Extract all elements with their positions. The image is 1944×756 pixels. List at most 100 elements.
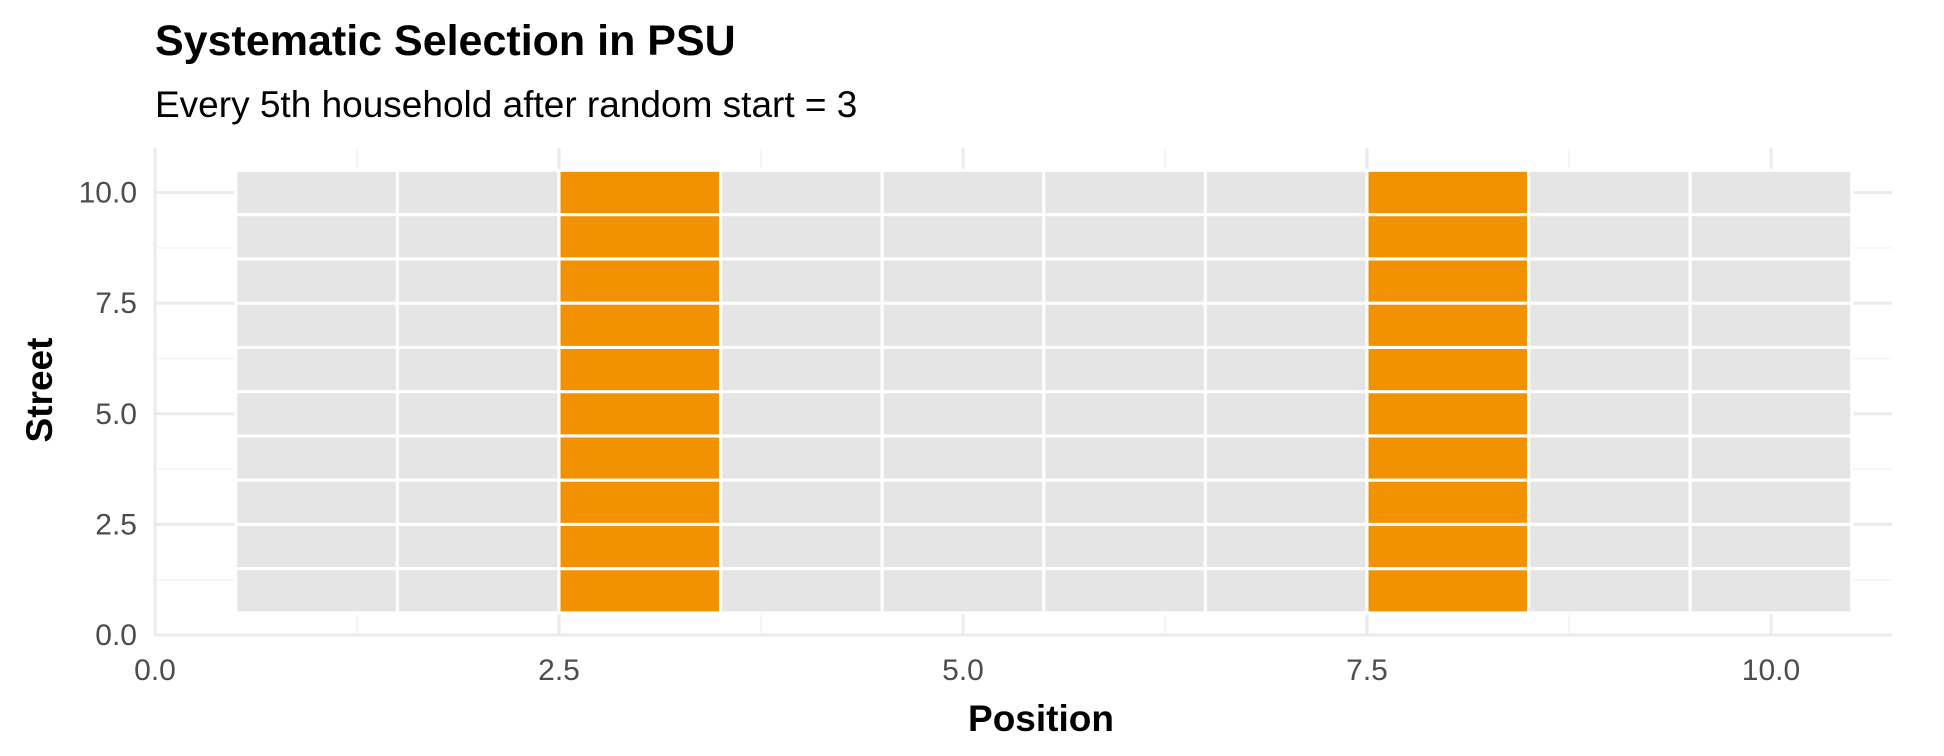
tile xyxy=(880,301,1046,349)
tile xyxy=(395,213,561,261)
chart-title: Systematic Selection in PSU xyxy=(155,17,736,65)
tile-selected xyxy=(1365,478,1531,526)
tile-selected xyxy=(557,213,723,261)
tile xyxy=(1527,213,1692,261)
tile xyxy=(719,567,884,615)
tile xyxy=(719,301,884,349)
tile xyxy=(880,434,1046,482)
tile xyxy=(1203,434,1369,482)
tile xyxy=(719,257,884,305)
tile-selected xyxy=(1365,301,1531,349)
tile xyxy=(234,434,399,482)
tile xyxy=(234,345,399,394)
tile xyxy=(234,478,399,526)
tile-selected xyxy=(1365,434,1531,482)
tile xyxy=(880,168,1046,217)
tile xyxy=(1042,168,1207,217)
tile xyxy=(234,168,399,217)
tile xyxy=(395,301,561,349)
tiles xyxy=(234,168,1854,615)
tile-selected xyxy=(1365,168,1531,217)
tile xyxy=(234,213,399,261)
tile xyxy=(1203,257,1369,305)
tile xyxy=(880,390,1046,438)
tile xyxy=(1042,478,1207,526)
tile xyxy=(719,434,884,482)
tile-selected xyxy=(557,522,723,571)
tile xyxy=(395,434,561,482)
tile-selected xyxy=(1365,567,1531,615)
tile-selected xyxy=(557,478,723,526)
tile xyxy=(880,257,1046,305)
tile-selected xyxy=(557,390,723,438)
tile xyxy=(880,522,1046,571)
tile xyxy=(395,567,561,615)
tile-selected xyxy=(1365,390,1531,438)
x-axis-ticks: 0.0 2.5 5.0 7.5 10.0 xyxy=(134,654,1800,687)
x-tick-label: 7.5 xyxy=(1346,654,1388,687)
tile-selected xyxy=(1365,522,1531,571)
tile-selected xyxy=(557,345,723,394)
tile xyxy=(1688,345,1854,394)
tile xyxy=(880,478,1046,526)
y-axis-ticks: 0.0 2.5 5.0 7.5 10.0 xyxy=(79,177,137,653)
y-axis-title: Street xyxy=(19,338,60,443)
tile xyxy=(719,345,884,394)
tile xyxy=(234,390,399,438)
tile xyxy=(1688,301,1854,349)
tile xyxy=(1042,390,1207,438)
tile xyxy=(1042,345,1207,394)
tile xyxy=(234,257,399,305)
x-tick-label: 2.5 xyxy=(538,654,580,687)
tile-selected xyxy=(557,567,723,615)
tile xyxy=(880,213,1046,261)
tile-selected xyxy=(557,257,723,305)
y-tick-label: 2.5 xyxy=(95,508,137,541)
tile xyxy=(1203,522,1369,571)
tile xyxy=(1203,390,1369,438)
x-tick-label: 5.0 xyxy=(942,654,984,687)
tile xyxy=(1203,345,1369,394)
tile xyxy=(395,168,561,217)
tile xyxy=(1527,567,1692,615)
tile xyxy=(1688,434,1854,482)
tile-selected xyxy=(557,434,723,482)
tile xyxy=(1527,390,1692,438)
tile xyxy=(395,390,561,438)
tile xyxy=(234,567,399,615)
y-tick-label: 10.0 xyxy=(79,177,137,210)
tile xyxy=(1042,213,1207,261)
tile-selected xyxy=(1365,213,1531,261)
tile-selected xyxy=(557,168,723,217)
tile xyxy=(1203,478,1369,526)
tile xyxy=(395,522,561,571)
tile xyxy=(1042,567,1207,615)
x-axis-title: Position xyxy=(968,698,1114,739)
tile xyxy=(1688,522,1854,571)
tile xyxy=(1688,168,1854,217)
tile xyxy=(880,345,1046,394)
tile xyxy=(395,478,561,526)
tile xyxy=(1527,257,1692,305)
tile xyxy=(719,213,884,261)
tile xyxy=(1527,345,1692,394)
tile xyxy=(1527,434,1692,482)
tile-selected xyxy=(1365,257,1531,305)
tile xyxy=(1688,478,1854,526)
tile xyxy=(1042,522,1207,571)
tile xyxy=(1042,257,1207,305)
tile xyxy=(1203,301,1369,349)
tile xyxy=(1527,522,1692,571)
tile xyxy=(395,257,561,305)
y-tick-label: 0.0 xyxy=(95,619,137,652)
tile xyxy=(1688,257,1854,305)
x-tick-label: 10.0 xyxy=(1742,654,1800,687)
tile-selected xyxy=(1365,345,1531,394)
tile xyxy=(1688,567,1854,615)
tile xyxy=(1203,168,1369,217)
tile xyxy=(395,345,561,394)
x-tick-label: 0.0 xyxy=(134,654,176,687)
tile xyxy=(1527,478,1692,526)
tile xyxy=(234,522,399,571)
